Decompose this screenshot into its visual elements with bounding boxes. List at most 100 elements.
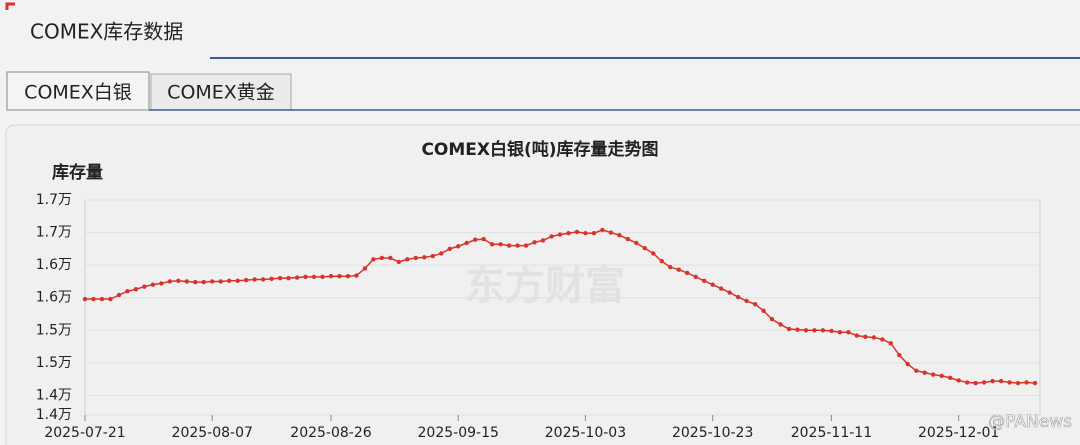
- data-point: [125, 289, 130, 294]
- data-point: [133, 287, 139, 292]
- data-point: [99, 296, 105, 302]
- plot-area: [84, 199, 1041, 416]
- data-point: [778, 322, 783, 327]
- data-point: [362, 266, 368, 271]
- data-point: [837, 330, 843, 335]
- data-point: [685, 270, 690, 276]
- x-tick-label: 2025-07-21: [44, 425, 125, 441]
- data-point: [973, 380, 978, 386]
- data-point: [210, 279, 215, 284]
- data-point: [786, 326, 792, 332]
- data-point: [252, 277, 257, 282]
- data-point: [142, 284, 147, 289]
- x-tick-label: 2025-08-07: [172, 425, 253, 441]
- data-point: [456, 244, 461, 249]
- watermark: 东方财富: [465, 263, 625, 309]
- data-point: [532, 240, 537, 245]
- data-point: [761, 308, 766, 313]
- data-point: [922, 370, 927, 375]
- data-point: [710, 282, 715, 287]
- data-point: [803, 328, 809, 333]
- y-tick-label: 1.4万: [36, 407, 72, 423]
- data-point: [600, 227, 605, 233]
- data-point: [472, 237, 478, 242]
- data-point: [718, 286, 724, 291]
- data-point: [150, 282, 156, 287]
- chart-title: COMEX白银(吨)库存量走势图: [421, 139, 658, 160]
- data-point: [608, 230, 614, 235]
- data-point: [701, 278, 707, 283]
- data-point: [795, 327, 800, 332]
- tab-active[interactable]: [6, 71, 150, 111]
- y-tick-label: 1.6万: [36, 290, 72, 306]
- data-point: [116, 292, 122, 298]
- data-point: [303, 274, 308, 280]
- data-point: [388, 255, 393, 261]
- data-point: [439, 251, 444, 256]
- tab-label[interactable]: COMEX黄金: [167, 82, 275, 104]
- data-point: [591, 231, 597, 236]
- data-point: [574, 229, 580, 235]
- data-point: [1007, 380, 1012, 385]
- data-point: [557, 232, 563, 237]
- data-point: [243, 277, 249, 283]
- data-point: [82, 296, 88, 302]
- data-point: [1032, 380, 1038, 386]
- x-tick-label: 2025-08-26: [290, 425, 371, 441]
- data-point: [193, 279, 198, 285]
- y-axis-label: 库存量: [52, 162, 103, 183]
- data-point: [464, 240, 469, 246]
- data-point: [659, 259, 664, 264]
- data-point: [218, 279, 223, 284]
- data-point: [871, 335, 877, 340]
- data-point: [914, 368, 919, 373]
- y-tick-label: 1.5万: [36, 322, 72, 338]
- data-point: [422, 255, 427, 260]
- data-point: [990, 378, 995, 384]
- data-point: [1015, 380, 1021, 386]
- data-point: [693, 274, 698, 280]
- data-point: [964, 380, 970, 385]
- data-point: [880, 337, 885, 342]
- data-point: [846, 330, 851, 335]
- header-title: COMEX库存数据: [30, 20, 183, 44]
- data-point: [345, 274, 351, 279]
- data-point: [371, 257, 376, 262]
- data-point: [176, 278, 181, 283]
- data-point: [668, 264, 673, 270]
- data-point: [277, 275, 283, 281]
- data-point: [235, 278, 240, 283]
- y-tick-label: 1.7万: [36, 225, 72, 241]
- data-point: [498, 242, 503, 247]
- data-point: [1024, 380, 1029, 385]
- y-tick-label: 1.6万: [36, 257, 72, 273]
- data-point: [752, 302, 758, 307]
- data-point: [651, 251, 656, 256]
- data-point: [888, 341, 894, 346]
- watermark: @PANews: [988, 412, 1072, 432]
- data-point: [506, 243, 512, 248]
- data-point: [405, 257, 410, 262]
- data-point: [260, 277, 266, 282]
- data-point: [430, 253, 435, 259]
- data-point: [769, 317, 775, 322]
- data-point: [108, 296, 113, 302]
- data-point: [337, 274, 342, 279]
- data-point: [583, 231, 588, 236]
- data-point: [269, 276, 274, 282]
- data-point: [744, 298, 749, 304]
- data-point: [956, 378, 961, 383]
- data-point: [905, 361, 910, 367]
- data-point: [354, 273, 359, 278]
- data-point: [379, 255, 385, 261]
- data-point: [396, 259, 402, 265]
- data-point: [947, 375, 953, 381]
- data-point: [676, 267, 681, 272]
- data-point: [617, 232, 622, 238]
- tab-label[interactable]: COMEX白银: [24, 82, 132, 104]
- data-point: [167, 279, 173, 284]
- y-tick-label: 1.4万: [36, 387, 72, 403]
- x-tick-label: 2025-12-01: [918, 425, 999, 441]
- data-point: [184, 279, 189, 284]
